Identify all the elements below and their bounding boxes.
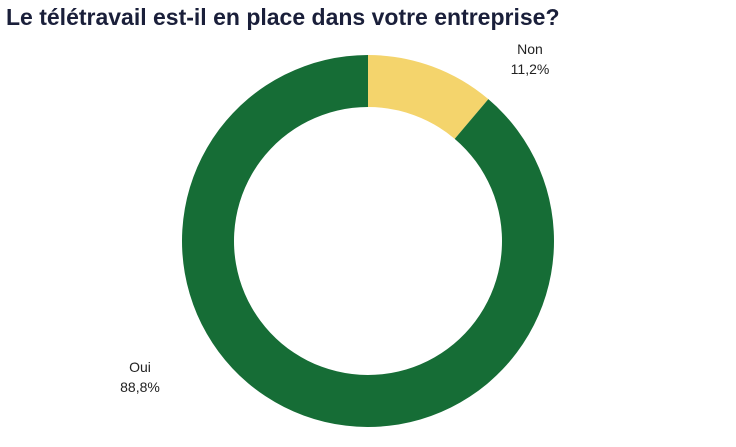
donut-slice-oui <box>181 55 554 427</box>
chart-title: Le télétravail est-il en place dans votr… <box>6 4 560 30</box>
slice-value-non: 11,2% <box>511 61 550 77</box>
donut-slice-non <box>368 55 489 139</box>
slice-label-non: Non <box>517 41 543 57</box>
slice-value-oui: 88,8% <box>120 379 160 395</box>
slice-label-oui: Oui <box>129 359 151 375</box>
